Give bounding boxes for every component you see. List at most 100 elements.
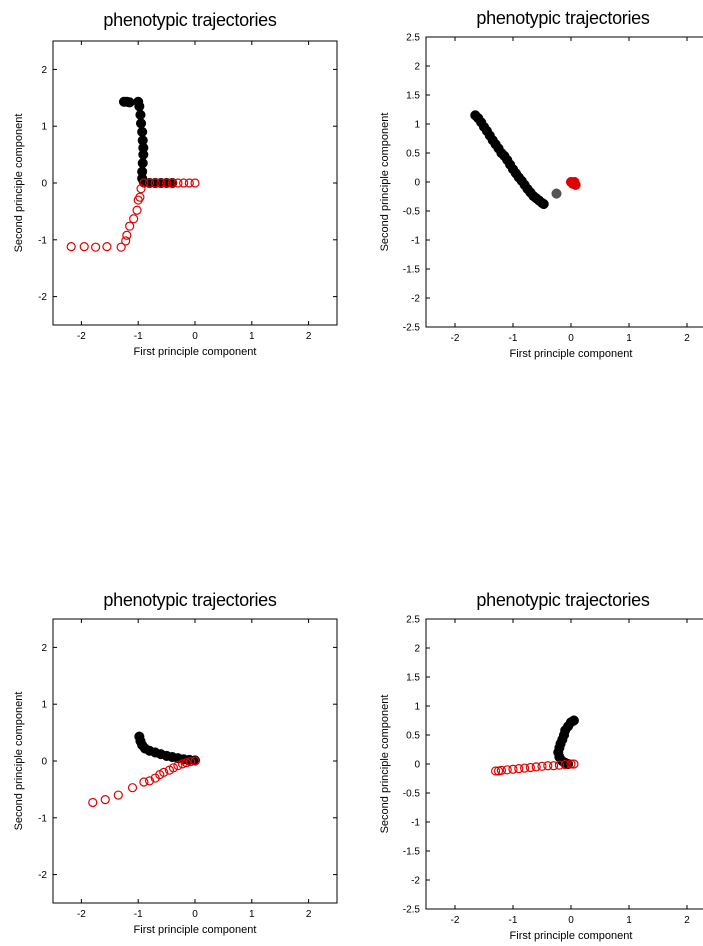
series-1 [118,96,178,189]
x-tick-label: -1 [509,333,518,344]
data-point [90,242,101,252]
x-axis-label: First principle component [510,930,633,942]
data-point [168,763,179,773]
y-tick-label: -1.5 [403,847,421,858]
x-tick-label: 1 [626,333,632,344]
y-tick-label: 1 [41,700,47,711]
data-point [121,236,131,246]
y-tick-label: 0 [414,760,420,771]
y-tick-label: -2 [38,870,47,881]
y-axis-label: Second principle component [379,113,391,252]
data-point [496,765,506,775]
data-point [156,178,166,188]
y-tick-label: -2 [411,294,420,305]
y-tick-label: 0.5 [406,731,420,742]
y-tick-label: 2 [41,643,47,654]
y-tick-label: -1 [411,818,420,829]
data-point [113,790,123,800]
x-tick-label: -1 [134,331,143,342]
data-point [150,178,160,188]
y-tick-label: -2 [411,876,420,887]
chart-title: phenotypic trajectories [103,10,277,30]
x-tick-label: -2 [77,331,86,342]
x-tick-label: 2 [306,331,312,342]
y-tick-label: -1 [411,236,420,247]
data-point [549,761,559,771]
series-1 [470,110,549,210]
data-point [135,118,147,129]
data-point [66,242,76,252]
data-point [144,776,155,786]
y-tick-label: -1 [38,235,47,246]
chart-plot-4: -2 -1 0 1 2 -2.5 -2 -1.5 -1 -0.5 0 0.5 1 1.5 2 2.5 First… [379,615,703,942]
x-tick-label: 0 [568,333,574,344]
data-point [185,756,196,767]
data-point [525,762,535,773]
data-point [135,192,145,202]
x-tick-label: -2 [451,915,460,926]
chart-panel-4: phenotypic trajectories -2 -1 0 1 2 -2.5 -2 -1.… [351,473,703,946]
y-tick-label: -2 [38,292,47,303]
data-point [554,760,564,770]
data-point [531,762,541,772]
data-point [138,149,149,160]
data-point [569,759,579,769]
x-tick-label: -1 [134,909,143,920]
plot-frame [52,40,338,326]
data-point [190,178,200,188]
y-tick-label: 1 [414,120,420,131]
y-tick-label: 0 [414,178,420,189]
x-tick-label: -2 [451,333,460,344]
y-tick-label: 1 [414,702,420,713]
data-point [566,759,576,769]
data-point [167,178,177,188]
chart-title: phenotypic trajectories [476,8,650,28]
x-tick-label: 2 [306,909,312,920]
data-point [122,230,132,240]
y-tick-label: -1 [38,813,47,824]
y-tick-label: -2.5 [403,323,421,334]
data-point [134,101,145,112]
data-point [159,767,169,777]
data-point [173,178,183,188]
series-2 [88,756,200,808]
data-point [137,126,148,137]
y-axis-label: Second principle component [13,692,25,831]
data-point [144,178,155,188]
chart-plot-2: -2 -1 0 1 2 -2.5 -2 -1.5 -1 -0.5 0 0.5 1 1.5 2 2.5 First… [379,33,703,360]
data-point [181,758,192,768]
chart-plot-3: -2 -1 0 1 2 -2 -1 0 1 2 First principle component S… [13,618,338,936]
data-point [136,184,146,194]
data-point [116,242,126,252]
data-point [491,766,501,776]
data-point [568,178,579,189]
data-point [124,97,135,108]
x-axis-label: First principle component [134,924,257,936]
data-point [132,205,142,215]
chart-title: phenotypic trajectories [476,590,650,610]
data-point [514,764,524,774]
chart-panel-3: phenotypic trajectories -2 -1 0 1 2 -2 -1 0 1 2 Fi… [0,473,351,946]
data-point [135,109,146,120]
series-2 [551,188,562,199]
data-point [137,158,148,169]
y-tick-label: -2.5 [403,905,421,916]
chart-panel-1: phenotypic trajectories -2 -1 0 1 2 -2 -1 0 1 2 Fi… [0,0,351,473]
y-tick-label: 2.5 [406,615,420,626]
data-point [502,765,512,775]
plot-frame [425,36,703,328]
y-tick-label: 0.5 [406,149,420,160]
data-point [139,178,149,188]
y-tick-label: 1.5 [406,673,420,684]
y-axis-label: Second principle component [13,114,25,253]
x-tick-label: 2 [684,915,690,926]
data-point [79,242,89,252]
series-1 [134,731,201,766]
x-tick-label: -2 [77,909,86,920]
x-tick-label: 1 [249,909,255,920]
series-3 [565,176,581,190]
data-point [88,797,98,808]
data-point [537,761,547,771]
data-point [543,761,553,771]
data-point [551,188,562,199]
